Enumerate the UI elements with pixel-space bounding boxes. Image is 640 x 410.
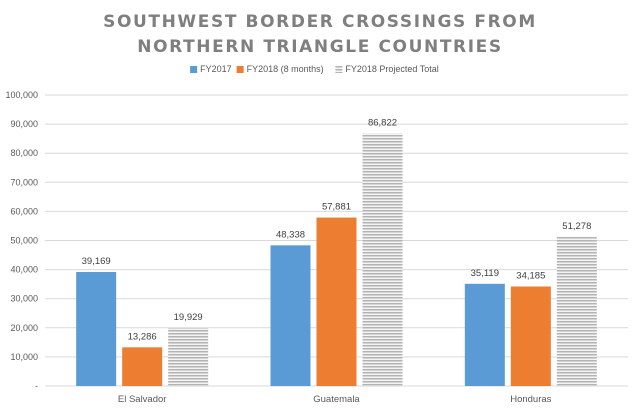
legend-label-fy2018-projected-total: FY2018 Projected Total [345, 64, 438, 74]
y-tick-label: 70,000 [10, 177, 38, 187]
y-axis: - 10,000 20,000 30,000 40,000 50,000 60,000 70,… [5, 90, 38, 391]
data-label-guatemala-fy2017: 48,338 [276, 229, 305, 240]
bar-guatemala-fy2017 [270, 245, 311, 386]
legend-swatch-fy2018-8-months [236, 66, 244, 73]
bar-guatemala-fy2018-projected-total [362, 133, 403, 386]
x-tick-label-el-salvador: El Salvador [118, 394, 167, 405]
y-tick-label: 40,000 [10, 265, 38, 275]
x-tick-label-honduras: Honduras [510, 394, 551, 405]
bar-honduras-fy2018-projected-total [556, 236, 597, 386]
bar-el-salvador-fy2018-projected-total [168, 328, 209, 386]
y-tick-label: 30,000 [10, 294, 38, 304]
legend-label-fy2018-8-months: FY2018 (8 months) [247, 64, 324, 74]
y-tick-label: 80,000 [10, 148, 38, 158]
bars [76, 133, 597, 386]
y-tick-label: 90,000 [10, 119, 38, 129]
bar-guatemala-fy2018-8-months [316, 217, 357, 386]
data-label-honduras-fy2018-8-months: 34,185 [516, 271, 545, 282]
data-label-el-salvador-fy2017: 39,169 [82, 256, 111, 267]
legend-swatch-fy2018-projected-total [335, 66, 343, 73]
data-label-el-salvador-fy2018-projected-total: 19,929 [174, 312, 203, 323]
y-tick-label: 60,000 [10, 206, 38, 216]
chart-title-line-1: SOUTHWEST BORDER CROSSINGS FROM [103, 12, 537, 32]
data-label-guatemala-fy2018-projected-total: 86,822 [368, 117, 397, 128]
data-label-honduras-fy2018-projected-total: 51,278 [562, 221, 591, 232]
y-tick-label: 50,000 [10, 236, 38, 246]
y-tick-label: 20,000 [10, 323, 38, 333]
x-axis: El Salvador Guatemala Honduras [118, 394, 552, 405]
legend: FY2017 FY2018 (8 months) FY2018 Projected … [190, 64, 439, 74]
legend-swatch-fy2017 [190, 66, 198, 73]
data-label-el-salvador-fy2018-8-months: 13,286 [128, 331, 157, 342]
y-tick-label: - [35, 381, 38, 391]
data-label-honduras-fy2017: 35,119 [471, 268, 499, 279]
y-tick-label: 100,000 [5, 90, 38, 100]
chart-title-line-2: NORTHERN TRIANGLE COUNTRIES [137, 37, 502, 57]
bar-el-salvador-fy2017 [76, 272, 117, 386]
bar-honduras-fy2017 [464, 283, 505, 386]
y-tick-label: 10,000 [10, 352, 38, 362]
bar-el-salvador-fy2018-8-months [122, 347, 163, 386]
data-label-guatemala-fy2018-8-months: 57,881 [322, 202, 351, 213]
bar-honduras-fy2018-8-months [510, 286, 551, 386]
legend-label-fy2017: FY2017 [200, 64, 232, 74]
x-tick-label-guatemala: Guatemala [313, 394, 360, 405]
value-labels: 39,169 13,286 19,929 48,338 57,881 86,822 35,1… [82, 117, 592, 342]
